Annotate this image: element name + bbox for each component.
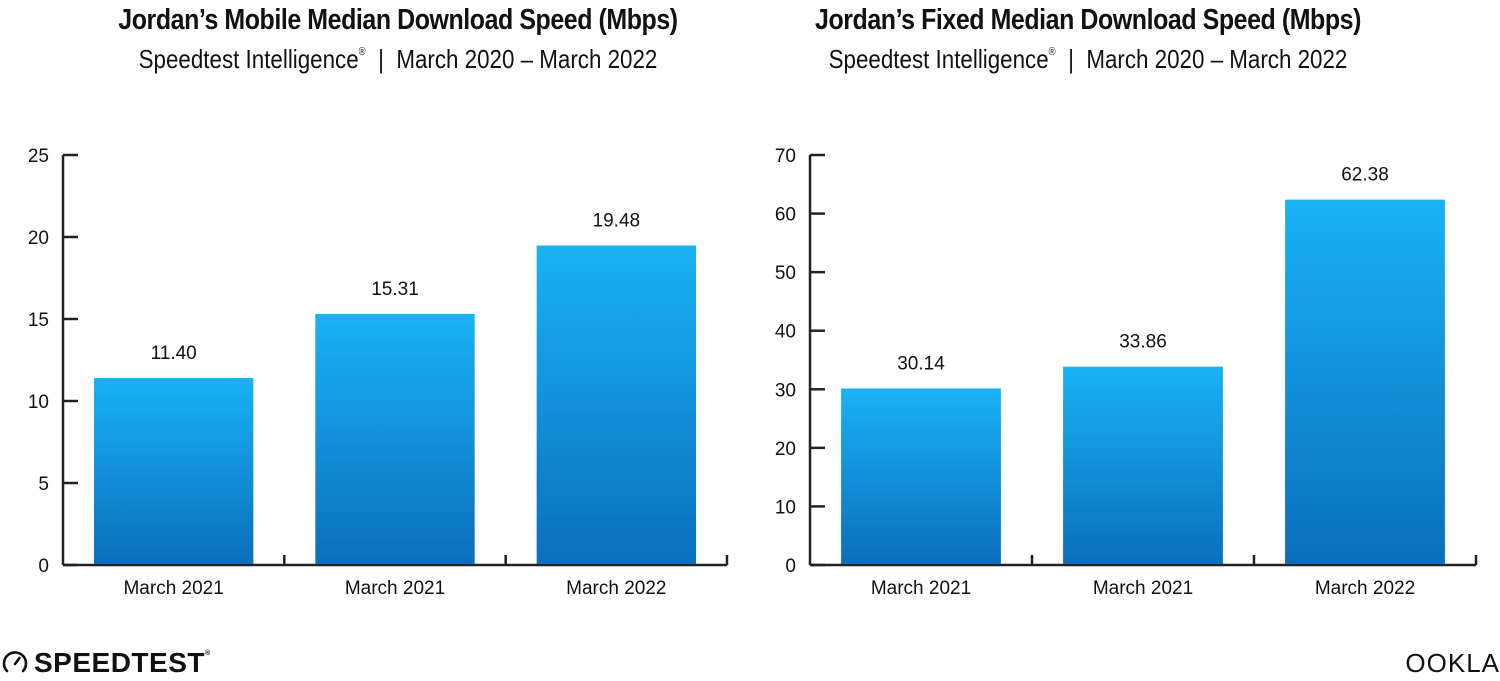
- subtitle-period: March 2020 – March 2022: [1086, 44, 1348, 74]
- chart-subtitle: Speedtest Intelligence® | March 2020 – M…: [54, 44, 742, 75]
- y-tick-label: 40: [775, 322, 796, 343]
- y-tick-label: 10: [28, 392, 49, 413]
- y-tick-label: 30: [775, 380, 796, 401]
- x-tick-label: March 2021: [345, 578, 445, 599]
- y-tick-label: 60: [775, 205, 796, 226]
- fixed-bar-chart: 0 10 20 30 40 50 60 70 30.14 March 2021 33.86 March…: [775, 146, 1478, 599]
- bar: [93, 378, 254, 564]
- subtitle-source: Speedtest Intelligence: [138, 44, 359, 74]
- y-tick-label: 5: [38, 474, 49, 495]
- bar: [841, 388, 1001, 564]
- mobile-bar-chart: 0 5 10 15 20 25 11.40 March 2021 15.31 March 2021…: [28, 146, 729, 599]
- speedometer-icon: [2, 651, 28, 673]
- bar-data-label: 15.31: [371, 279, 419, 300]
- x-tick-label: March 2021: [123, 578, 223, 599]
- y-tick-label: 20: [28, 228, 49, 249]
- chart-subtitle: Speedtest Intelligence® | March 2020 – M…: [744, 44, 1432, 75]
- y-tick-label: 10: [775, 497, 796, 518]
- bar-data-label: 11.40: [151, 343, 197, 364]
- bar: [315, 313, 475, 564]
- bar-data-label: 33.86: [1119, 332, 1167, 353]
- x-tick-label: March 2021: [1093, 578, 1193, 599]
- speedtest-logo: SPEEDTEST ®: [2, 647, 211, 679]
- subtitle-source: Speedtest Intelligence: [828, 44, 1049, 74]
- registered-mark: ®: [358, 46, 366, 58]
- chart-title: Jordan’s Fixed Median Download Speed (Mb…: [815, 4, 1361, 36]
- bar: [1285, 199, 1445, 565]
- y-tick-label: 25: [28, 146, 49, 167]
- bar: [1063, 366, 1223, 564]
- x-tick-label: March 2021: [871, 578, 971, 599]
- speedtest-registered-mark: ®: [204, 649, 211, 657]
- y-tick-label: 15: [28, 310, 49, 331]
- bar-data-label: 62.38: [1341, 165, 1389, 186]
- fixed-chart-panel: Jordan’s Fixed Median Download Speed (Mb…: [750, 0, 1500, 640]
- y-tick-label: 50: [775, 263, 796, 284]
- x-tick-label: March 2022: [1315, 578, 1415, 599]
- bar-data-label: 30.14: [897, 353, 945, 374]
- speedtest-wordmark: SPEEDTEST: [34, 647, 205, 678]
- subtitle-separator: |: [1068, 44, 1074, 74]
- mobile-chart-panel: Jordan’s Mobile Median Download Speed (M…: [0, 0, 750, 640]
- ookla-logo: OOKLA: [1405, 648, 1500, 679]
- registered-mark: ®: [1048, 46, 1056, 58]
- y-tick-label: 0: [38, 556, 49, 577]
- chart-title: Jordan’s Mobile Median Download Speed (M…: [118, 4, 678, 36]
- ookla-wordmark: OOKLA: [1405, 648, 1500, 678]
- y-tick-label: 20: [775, 439, 796, 460]
- subtitle-separator: |: [378, 44, 384, 74]
- subtitle-period: March 2020 – March 2022: [396, 44, 658, 74]
- y-tick-label: 70: [775, 146, 796, 167]
- x-tick-label: March 2022: [566, 578, 666, 599]
- bar: [536, 245, 697, 564]
- y-tick-label: 0: [785, 556, 796, 577]
- bar-data-label: 19.48: [593, 211, 641, 232]
